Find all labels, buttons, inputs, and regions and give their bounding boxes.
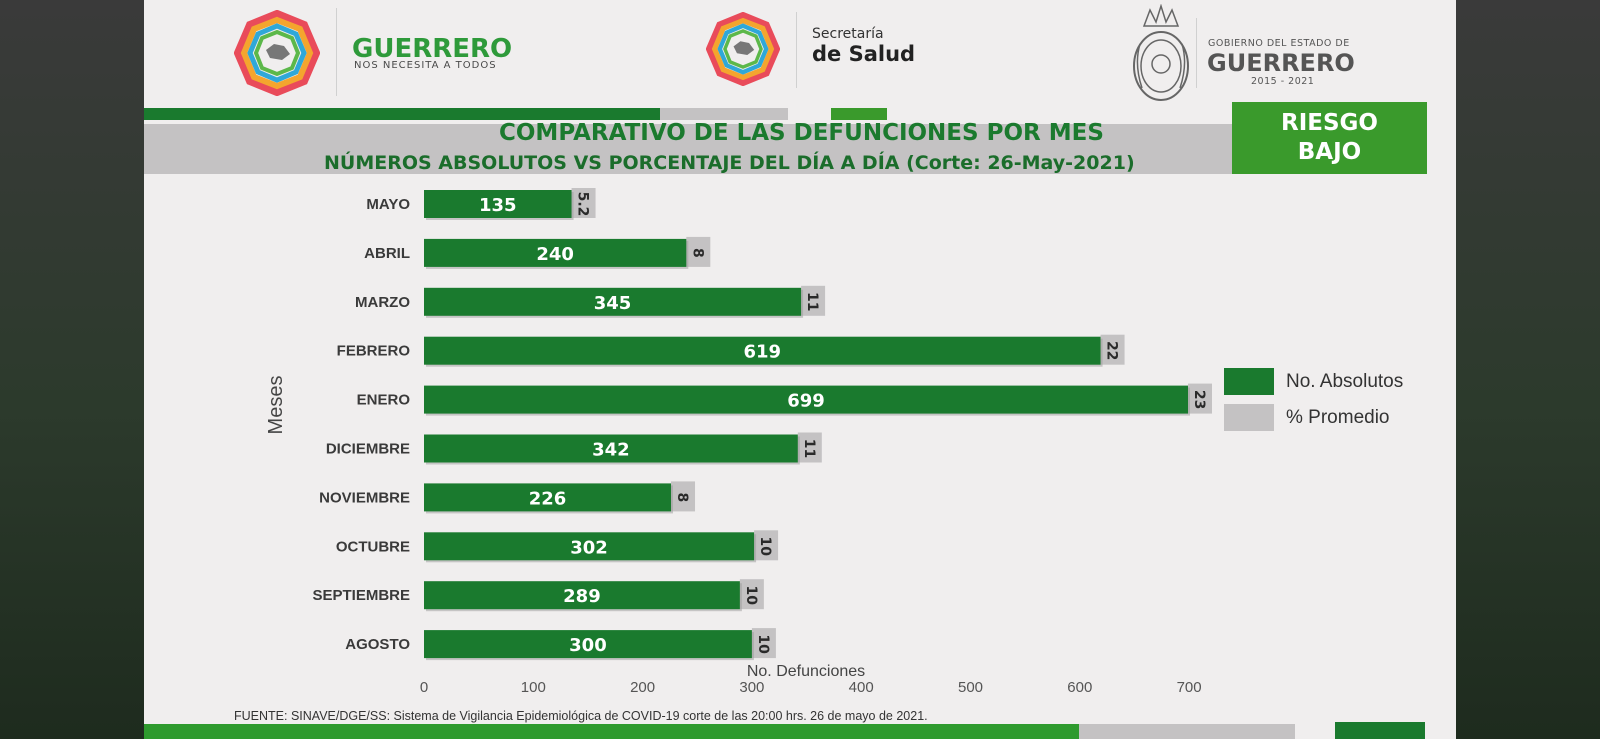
pct-label: 10 <box>755 634 771 654</box>
guerrero-logo-icon <box>234 10 320 96</box>
bar <box>424 483 672 512</box>
category-label: ABRIL <box>364 245 410 262</box>
value-label: 699 <box>787 391 825 412</box>
x-tick-label: 500 <box>958 679 983 696</box>
value-label: 289 <box>563 586 601 607</box>
footer-strip-darkgreen <box>1335 722 1425 739</box>
x-axis-title: No. Defunciones <box>747 663 865 680</box>
category-label: MARZO <box>355 294 410 311</box>
chart-title: COMPARATIVO DE LAS DEFUNCIONES POR MES <box>499 120 1104 146</box>
footer-strip-green <box>144 724 1079 739</box>
bar <box>424 581 740 610</box>
x-tick-label: 400 <box>849 679 874 696</box>
value-label: 240 <box>536 244 574 265</box>
x-tick-label: 100 <box>521 679 546 696</box>
salud-small-text: Secretaría <box>812 26 884 42</box>
gobierno-small-text: GOBIERNO DEL ESTADO DE <box>1208 38 1350 49</box>
pct-label: 11 <box>801 439 817 458</box>
guerrero-brand-subtitle: NOS NECESITA A TODOS <box>354 60 497 71</box>
pct-bar <box>754 530 779 561</box>
legend-item-pct: % Promedio <box>1224 404 1390 431</box>
value-label: 226 <box>529 488 567 509</box>
value-label: 302 <box>570 537 608 558</box>
category-label: AGOSTO <box>345 636 410 653</box>
y-axis-title: Meses <box>265 376 287 435</box>
header-divider <box>336 8 337 96</box>
source-note: FUENTE: SINAVE/DGE/SS: Sistema de Vigila… <box>234 709 928 723</box>
category-label: FEBRERO <box>337 343 411 360</box>
slide: GUERRERO NOS NECESITA A TODOS Secretaría… <box>144 0 1456 739</box>
pct-bar <box>571 188 596 218</box>
header-strip-lightgreen <box>831 108 887 120</box>
gobierno-years-text: 2015 - 2021 <box>1251 76 1315 87</box>
salud-logo-icon <box>706 12 780 86</box>
title-band <box>144 124 1232 174</box>
header-strip-green <box>144 108 660 120</box>
value-label: 300 <box>569 635 607 656</box>
category-label: SEPTIEMBRE <box>312 587 410 604</box>
bar <box>424 287 802 316</box>
risk-line1: RIESGO <box>1281 110 1378 136</box>
pct-label: 10 <box>757 537 773 557</box>
pct-label: 8 <box>674 493 690 503</box>
pct-label: 8 <box>689 248 705 258</box>
pct-bar <box>671 481 696 512</box>
category-label: OCTUBRE <box>336 538 410 555</box>
pct-label: 23 <box>1191 390 1207 409</box>
pct-bar <box>797 432 822 463</box>
pct-bar <box>1188 383 1213 414</box>
legend-label-abs: No. Absolutos <box>1286 370 1404 392</box>
category-label: ENERO <box>357 392 411 409</box>
value-label: 345 <box>594 293 632 314</box>
pct-bar <box>751 628 776 659</box>
risk-badge: RIESGO BAJO <box>1232 102 1427 174</box>
bar <box>424 336 1101 365</box>
x-tick-label: 0 <box>420 679 428 696</box>
pct-bar <box>686 236 711 267</box>
pct-bar <box>1100 334 1125 365</box>
value-label: 619 <box>743 342 781 363</box>
pct-label: 22 <box>1104 341 1120 360</box>
chart-subtitle: NÚMEROS ABSOLUTOS VS PORCENTAJE DEL DÍA … <box>324 152 1135 174</box>
legend-label-pct: % Promedio <box>1286 406 1390 428</box>
pct-label: 11 <box>804 292 820 311</box>
pct-bar <box>801 285 826 316</box>
bar <box>424 385 1189 414</box>
pct-bar <box>739 579 764 610</box>
category-label: NOVIEMBRE <box>319 489 410 506</box>
guerrero-brand-title: GUERRERO <box>352 34 513 64</box>
state-seal-icon <box>1133 4 1189 101</box>
salud-big-text: de Salud <box>812 42 916 66</box>
category-label: DICIEMBRE <box>326 441 410 458</box>
legend-item-abs: No. Absolutos <box>1224 368 1403 395</box>
gobierno-big-text: GUERRERO <box>1207 49 1355 77</box>
footer-strip-gray <box>1079 724 1295 739</box>
header-divider <box>1196 18 1197 88</box>
category-label: MAYO <box>366 196 410 213</box>
value-label: 342 <box>592 440 630 461</box>
value-label: 135 <box>479 195 517 216</box>
x-tick-label: 300 <box>739 679 764 696</box>
bar <box>424 630 752 659</box>
x-tick-label: 600 <box>1067 679 1092 696</box>
legend-swatch-pct <box>1224 404 1274 431</box>
x-tick-label: 700 <box>1177 679 1202 696</box>
bar <box>424 434 798 463</box>
bar <box>424 532 755 561</box>
pct-label: 5.2 <box>575 192 591 217</box>
bar <box>424 190 572 218</box>
x-tick-label: 200 <box>630 679 655 696</box>
bar <box>424 238 687 267</box>
risk-line2: BAJO <box>1297 139 1362 165</box>
header-divider <box>796 12 797 88</box>
header-strip-gray <box>660 108 788 120</box>
legend-swatch-abs <box>1224 368 1274 395</box>
pct-label: 10 <box>743 585 759 605</box>
bar-chart: MAYO 135 5.2 ABRIL 240 8 MARZO 345 11 FEBRERO 619 2… <box>265 188 1213 696</box>
